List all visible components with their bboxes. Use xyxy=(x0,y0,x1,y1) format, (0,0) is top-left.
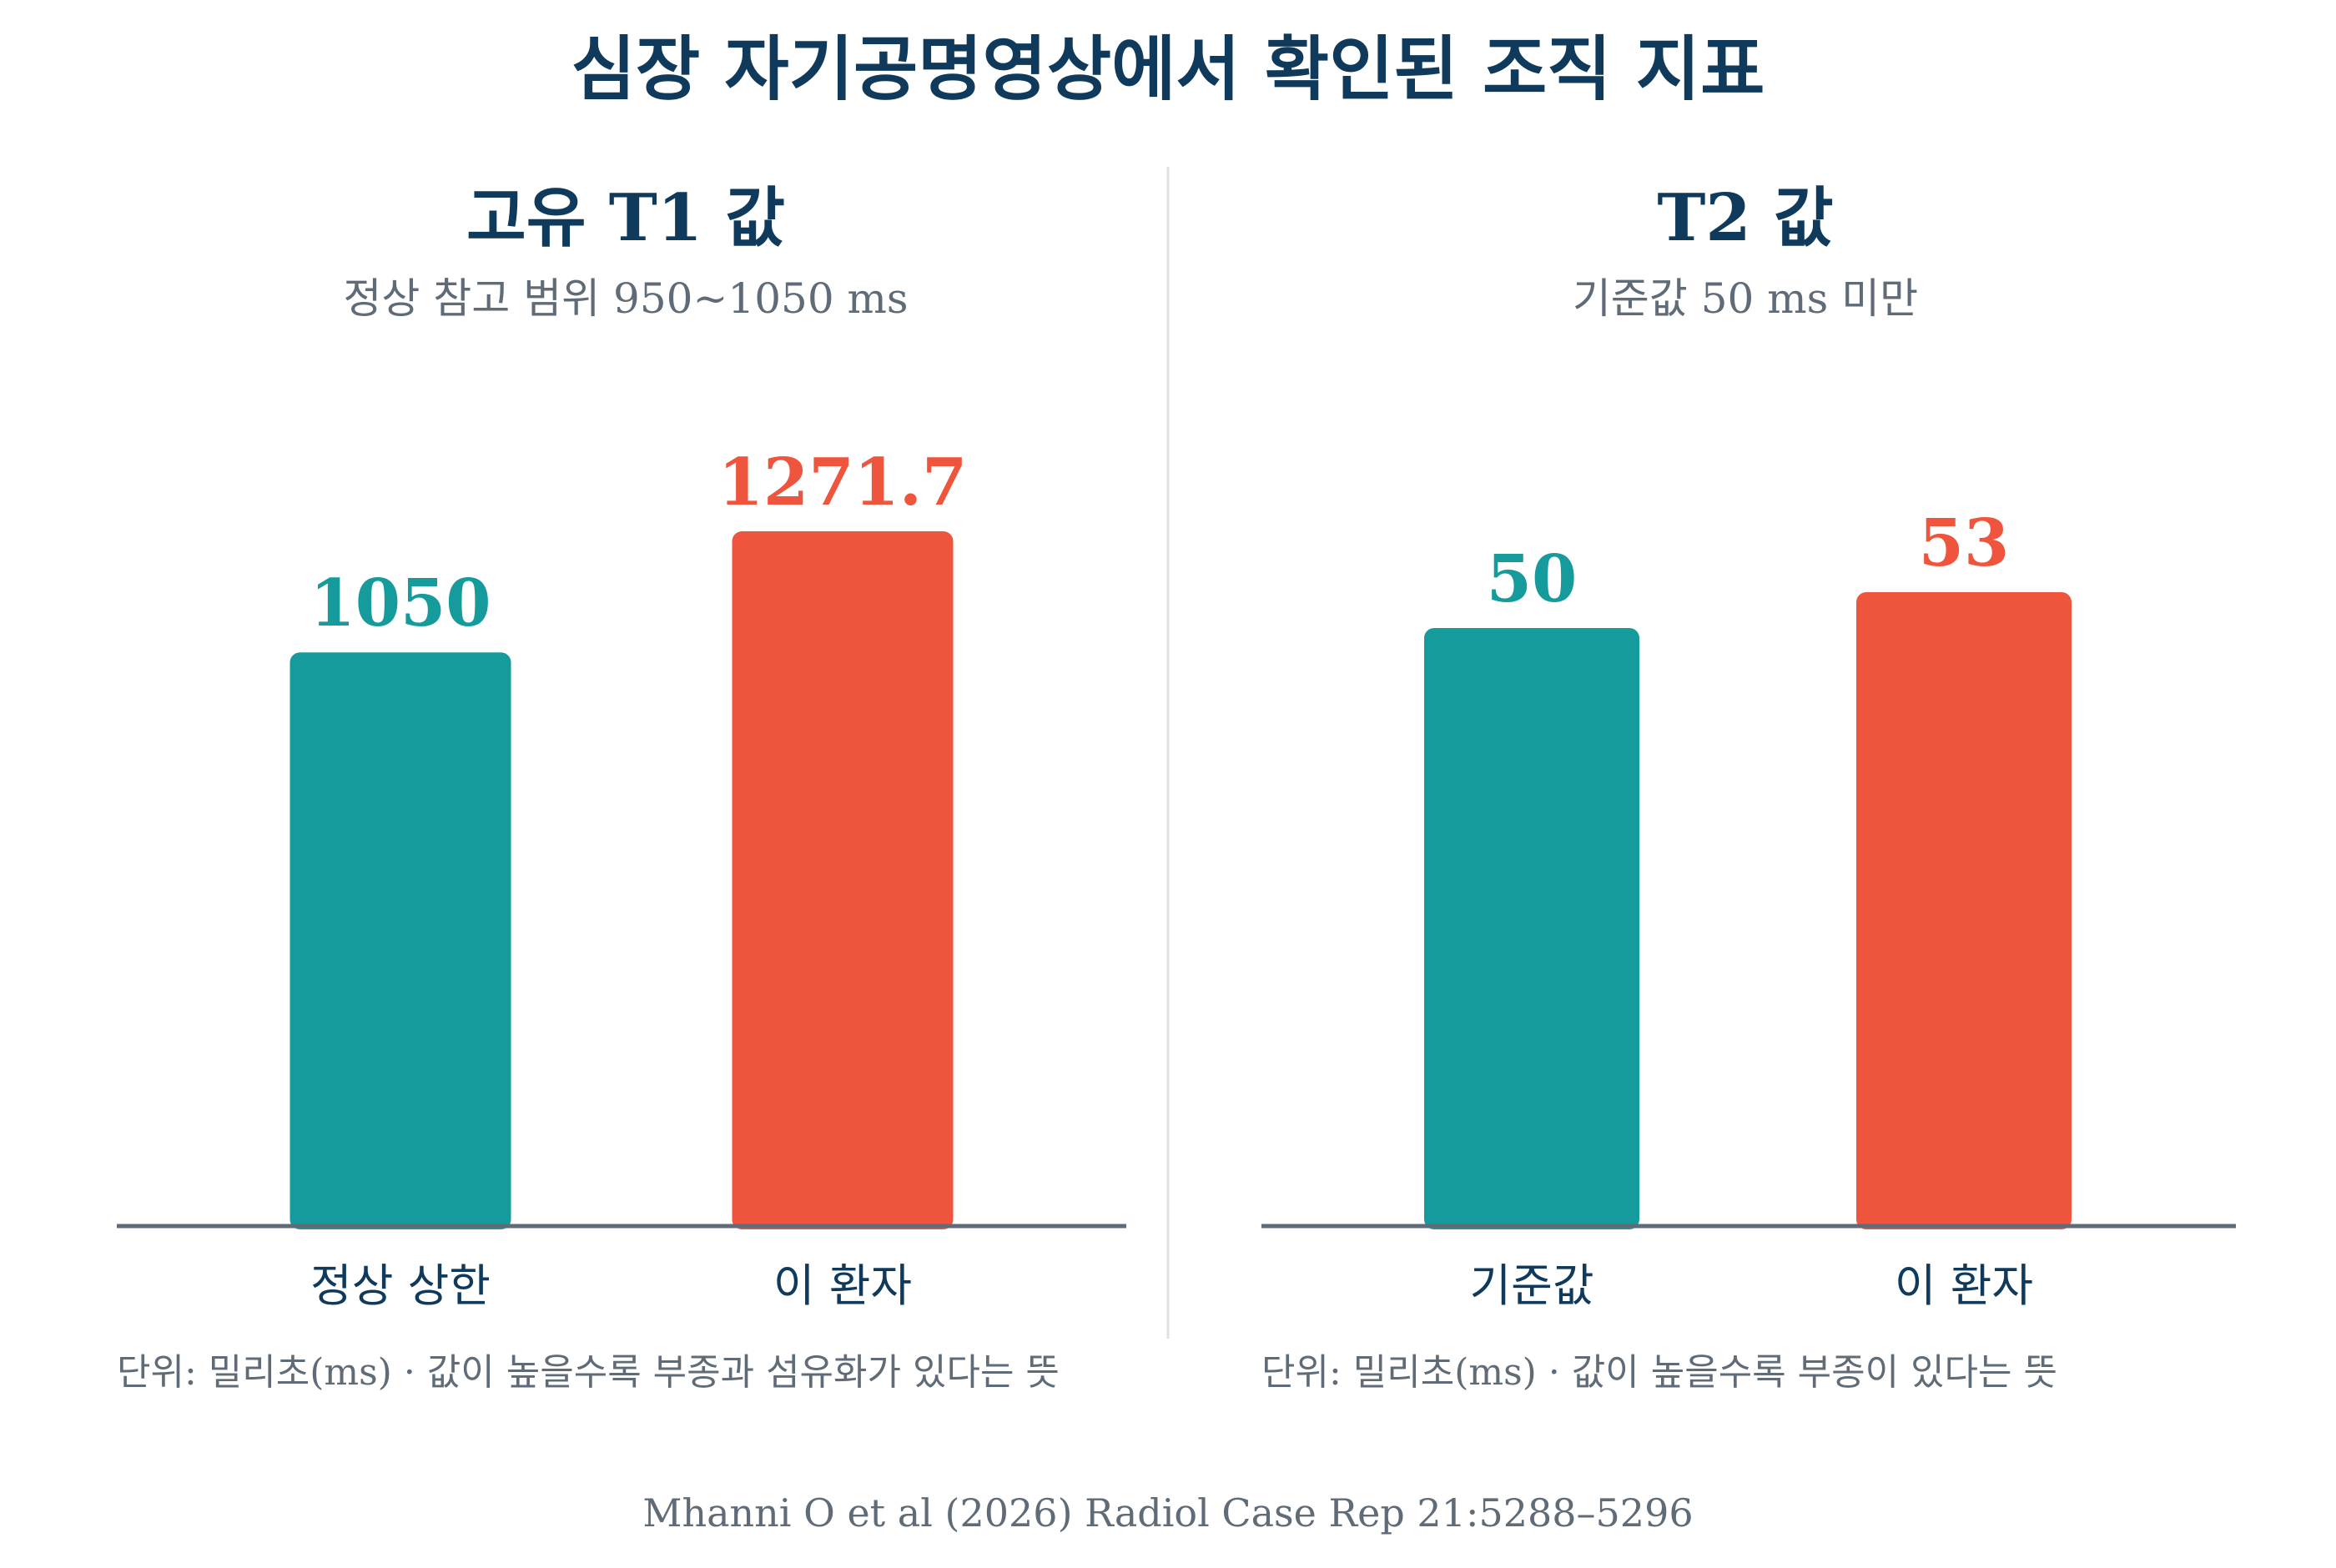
panel-subtitle: 기준값 50 ms 미만 xyxy=(1573,274,1918,323)
panel-subtitle: 정상 참고 범위 950~1050 ms xyxy=(343,274,908,323)
panel-footnote: 단위: 밀리초(ms) · 값이 높을수록 부종과 섬유화가 있다는 뜻 xyxy=(117,1351,1060,1394)
category-tick-label: 이 환자 xyxy=(1895,1259,2033,1312)
panel-title: T2 값 xyxy=(1657,180,1833,256)
source-citation: Mhanni O et al (2026) Radiol Case Rep 21… xyxy=(642,1490,1693,1535)
category-tick-label: 기준값 xyxy=(1469,1259,1593,1312)
bar-reference xyxy=(289,652,511,1229)
bar-value-label: 53 xyxy=(1919,505,2010,581)
panel-t1: 고유 T1 값정상 참고 범위 950~1050 ms 1050 정상 상한 1271… xyxy=(117,180,1126,1394)
panel-title: 고유 T1 값 xyxy=(466,180,785,256)
category-tick-label: 정상 상한 xyxy=(310,1259,491,1312)
bar-patient xyxy=(732,531,954,1229)
bar-value-label: 50 xyxy=(1487,541,1578,617)
category-tick-label: 이 환자 xyxy=(773,1259,912,1312)
bar-value-label: 1271.7 xyxy=(718,445,968,520)
bar-reference xyxy=(1424,628,1639,1229)
bar-value-label: 1050 xyxy=(310,565,491,641)
panel-footnote: 단위: 밀리초(ms) · 값이 높을수록 부종이 있다는 뜻 xyxy=(1261,1351,2057,1394)
figure-title: 심장 자기공명영상에서 확인된 조직 지표 xyxy=(571,28,1765,110)
bar-patient xyxy=(1856,592,2072,1229)
